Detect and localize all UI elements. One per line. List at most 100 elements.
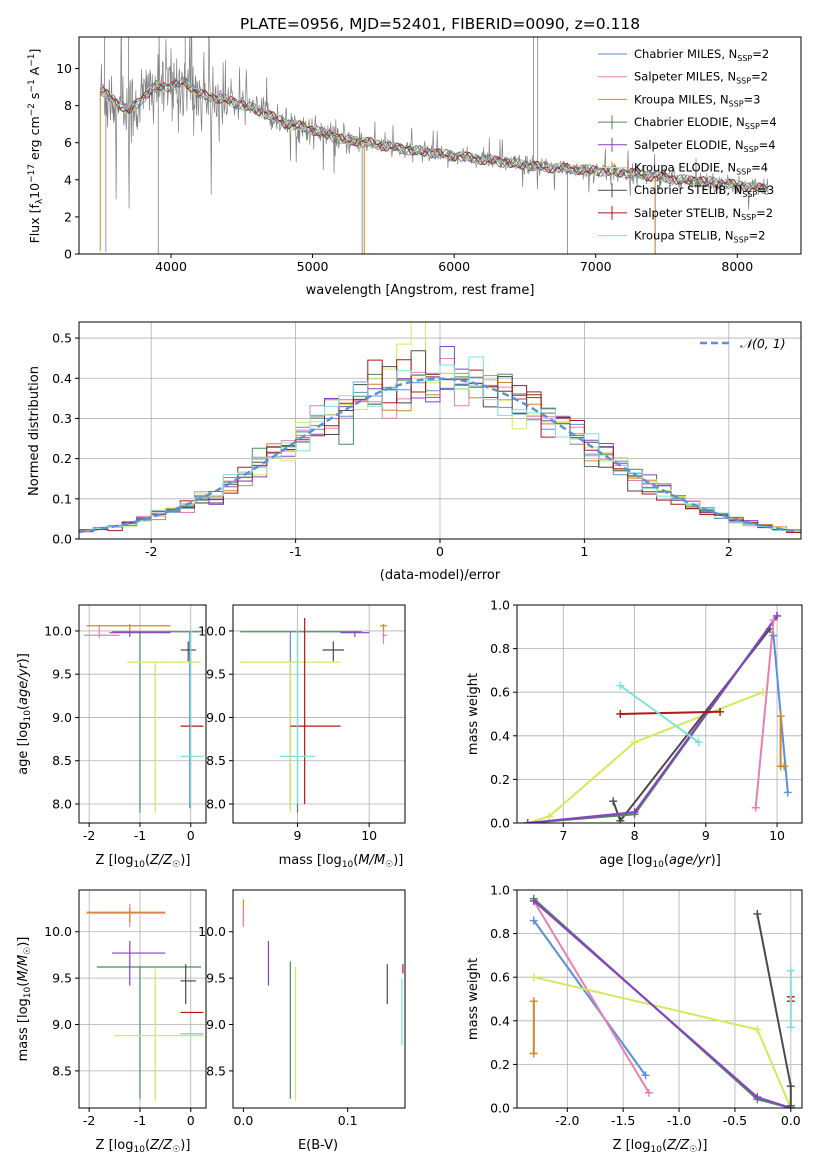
x-tick-label: 2 [725, 544, 733, 559]
series-marker [786, 1082, 795, 1091]
series-marker [753, 1093, 762, 1102]
series-line-chabrier_elodie [527, 615, 778, 823]
data-point-chabrier_stelib [180, 641, 196, 662]
y-tick-label: 9.5 [52, 667, 72, 682]
y-tick-label: 0.4 [490, 1013, 510, 1028]
series-marker [523, 819, 532, 823]
y-tick-label: 0.0 [490, 1101, 510, 1116]
x-tick-label: -1 [134, 828, 146, 843]
legend-entry: Chabrier MILES, NSSP=2 [634, 47, 769, 63]
histogram-panel: -2 -1 0 1 2 0.0 0.1 0.2 0.3 0.4 0.5 𝒩(0, 1) (data-mo… [27, 321, 802, 583]
series-marker [641, 1071, 650, 1080]
x-axis-label: E(B-V) [298, 1138, 338, 1153]
axes-frame [78, 604, 207, 824]
weight-metallicity-panel: -2.0 -1.5 -1.0 -0.5 0.0 0.0 0.2 0.4 0.6 0.8 1.0 Z [… [466, 883, 803, 1155]
data-point-chabrier_stelib [322, 641, 345, 662]
series-line-salpeter_elodie [527, 615, 778, 823]
x-tick-label: 8000 [721, 259, 753, 274]
y-tick-label: 0.2 [490, 772, 510, 787]
y-tick-label: 8.0 [206, 796, 226, 811]
y-tick-label: 8.0 [52, 796, 72, 811]
x-axis-label: age [log10(age/yr)] [599, 853, 721, 870]
axes-frame [232, 604, 406, 824]
y-tick-label: 0.2 [52, 451, 72, 466]
data-point-chabrier_elodie [96, 966, 201, 1099]
plot-area [529, 894, 795, 1108]
data-point-salpeter_miles [84, 626, 120, 638]
y-tick-label: 0.1 [52, 491, 72, 506]
series-line-salpeter_stelib [620, 710, 721, 715]
model-fit-chabrier_elodie [99, 76, 768, 195]
x-tick-label: -2 [83, 828, 95, 843]
model-fit-kroupa_stelib [99, 80, 769, 192]
series-marker [783, 788, 792, 797]
data-point-chabrier_elodie [112, 630, 201, 813]
x-tick-label: 9 [702, 828, 710, 843]
series-marker [529, 896, 538, 905]
plot-area [86, 903, 204, 1101]
y-tick-label: 9.0 [206, 1017, 226, 1032]
data-point-kroupa_stelib [279, 630, 316, 804]
spectrum-panel: 4000 5000 6000 7000 8000 0 2 4 6 8 10 wavelength [A… [27, 36, 802, 298]
y-axis-label: Flux [fλ10−17 erg cm−2 s−1 A−1] [27, 49, 45, 244]
legend-entry: Kroupa STELIB, NSSP=2 [634, 229, 765, 245]
weight-age-panel: 7 8 9 10 0.0 0.2 0.4 0.6 0.8 1.0 age [log10(age/yr… [466, 598, 803, 870]
age-metallicity-panel: -2 -1 0 8.0 8.5 9.0 9.5 10.0 Z [log10(Z/Z☉)] age … [16, 604, 207, 870]
y-tick-label: 10.0 [198, 924, 226, 939]
y-tick-label: 9.0 [52, 710, 72, 725]
axes-frame [78, 36, 802, 255]
series-line-kroupa_elodie [527, 691, 764, 823]
x-tick-label: -1 [134, 1113, 146, 1128]
x-axis-label: (data-model)/error [380, 568, 501, 583]
x-axis-label: mass [log10(M/M☉)] [279, 853, 404, 870]
axes-frame [78, 889, 207, 1109]
y-tick-label: 10.0 [198, 623, 226, 638]
x-tick-label: 0.0 [781, 1113, 801, 1128]
axes-frame [516, 604, 803, 824]
y-tick-label: 8.5 [52, 1063, 72, 1078]
y-tick-label: 0.5 [52, 331, 72, 346]
y-tick-label: 8 [64, 98, 72, 113]
data-point-kroupa_elodie [127, 661, 201, 813]
age-mass-panel: 9 10 8.0 8.5 9.0 9.5 10.0 mass [log10(M/M☉)] [198, 604, 406, 870]
series-line-salpeter_miles [754, 620, 775, 808]
series-marker [786, 1101, 795, 1108]
series-marker [529, 997, 538, 1006]
y-tick-label: 0.4 [52, 371, 72, 386]
data-point-salpeter_elodie [109, 630, 171, 638]
data-point-salpeter_miles [382, 626, 388, 644]
y-tick-label: 8.5 [52, 753, 72, 768]
y-axis-label: Normed distribution [27, 366, 42, 496]
y-tick-label: 0.8 [490, 926, 510, 941]
y-tick-label: 9.5 [52, 971, 72, 986]
data-point-kroupa_miles [86, 624, 171, 631]
y-axis-label: mass [log10(M/M☉)] [16, 937, 33, 1062]
legend-entry: Kroupa MILES, NSSP=3 [634, 92, 760, 108]
x-tick-label: 10 [361, 828, 377, 843]
data-point-chabrier_elodie [240, 630, 362, 813]
series-marker [786, 966, 795, 975]
data-point-kroupa_elodie [114, 968, 204, 1101]
legend-entry: Kroupa ELODIE, NSSP=4 [634, 161, 768, 177]
plot-area [242, 899, 404, 1101]
series-marker [609, 797, 618, 806]
axes-frame [516, 889, 803, 1109]
axes-frame [232, 889, 406, 1109]
legend-entry: Salpeter STELIB, NSSP=2 [634, 206, 773, 222]
y-tick-label: 4 [64, 172, 72, 187]
x-tick-label: -0.5 [723, 1113, 747, 1128]
series-marker [758, 688, 767, 697]
y-tick-label: 0.6 [490, 970, 510, 985]
y-tick-label: 1.0 [490, 598, 510, 613]
x-tick-label: 0.1 [338, 1113, 358, 1128]
x-tick-label: 7 [559, 828, 567, 843]
series-line-kroupa_stelib [619, 684, 700, 744]
series-marker [751, 803, 760, 812]
y-tick-label: 9.0 [52, 1017, 72, 1032]
mass-ebv-panel: 0.0 0.1 8.5 9.0 9.5 10.0 E(B-V) [198, 889, 406, 1153]
figure-title: PLATE=0956, MJD=52401, FIBERID=0090, z=0… [240, 15, 640, 33]
y-tick-label: 8.5 [206, 1063, 226, 1078]
x-tick-label: 10 [769, 828, 785, 843]
series-marker [769, 616, 778, 625]
y-tick-label: 0.6 [490, 685, 510, 700]
